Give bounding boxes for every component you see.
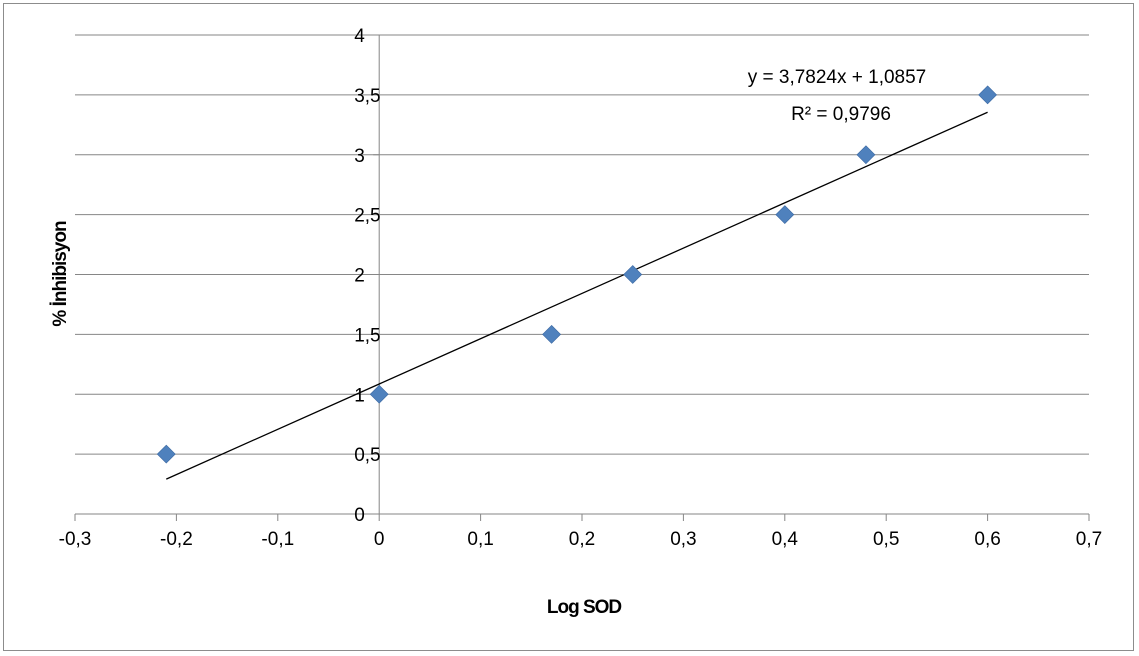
x-tick-label: 0,4 <box>772 529 799 550</box>
trendline-equation-label: y = 3,7824x + 1,0857 <box>748 67 927 88</box>
y-tick-label: 1,5 <box>354 325 380 346</box>
y-tick-label: 3 <box>354 146 365 167</box>
y-tick-label: 3,5 <box>354 86 380 107</box>
x-tick-label: -0,3 <box>59 529 92 550</box>
data-point-diamond <box>369 384 389 404</box>
trendline-group <box>165 111 988 480</box>
data-points <box>156 85 998 464</box>
data-point-diamond <box>978 85 998 105</box>
data-point-diamond <box>542 324 562 344</box>
trendline-r2-label: R² = 0,9796 <box>791 104 891 125</box>
y-tick-label: 0,5 <box>354 445 380 466</box>
x-tick-label: -0,1 <box>261 529 294 550</box>
y-axis-title: % İnhibisyon <box>50 221 71 327</box>
gridlines <box>75 34 1089 455</box>
x-tick-label: 0,7 <box>1076 529 1102 550</box>
y-tick-label: 1 <box>354 385 365 406</box>
trendline <box>165 111 988 480</box>
x-tick-label: 0,5 <box>873 529 899 550</box>
data-point-diamond <box>156 444 176 464</box>
tick-marks <box>74 34 1090 521</box>
x-tick-label: 0,2 <box>569 529 595 550</box>
x-tick-label: 0,1 <box>467 529 493 550</box>
x-tick-label: -0,2 <box>160 529 193 550</box>
y-tick-label: 4 <box>354 26 365 47</box>
y-tick-label: 0 <box>354 505 365 526</box>
data-point-diamond <box>775 205 795 225</box>
chart-frame <box>3 3 1134 651</box>
x-tick-label: 0,3 <box>670 529 696 550</box>
x-tick-labels: -0,3 -0,2 -0,1 0 0,1 0,2 0,3 0,4 0,5 0,6 0,7 <box>59 529 1103 550</box>
data-point-diamond <box>856 145 876 165</box>
data-point-diamond <box>623 265 643 284</box>
x-tick-label: 0,6 <box>974 529 1000 550</box>
x-tick-label: 0 <box>374 529 385 550</box>
y-tick-labels: 0 0,5 1 1,5 2 2,5 3 3,5 4 <box>354 26 380 526</box>
y-tick-label: 2 <box>354 266 365 287</box>
y-tick-label: 2,5 <box>354 206 380 227</box>
x-axis-title: Log SOD <box>547 597 622 618</box>
